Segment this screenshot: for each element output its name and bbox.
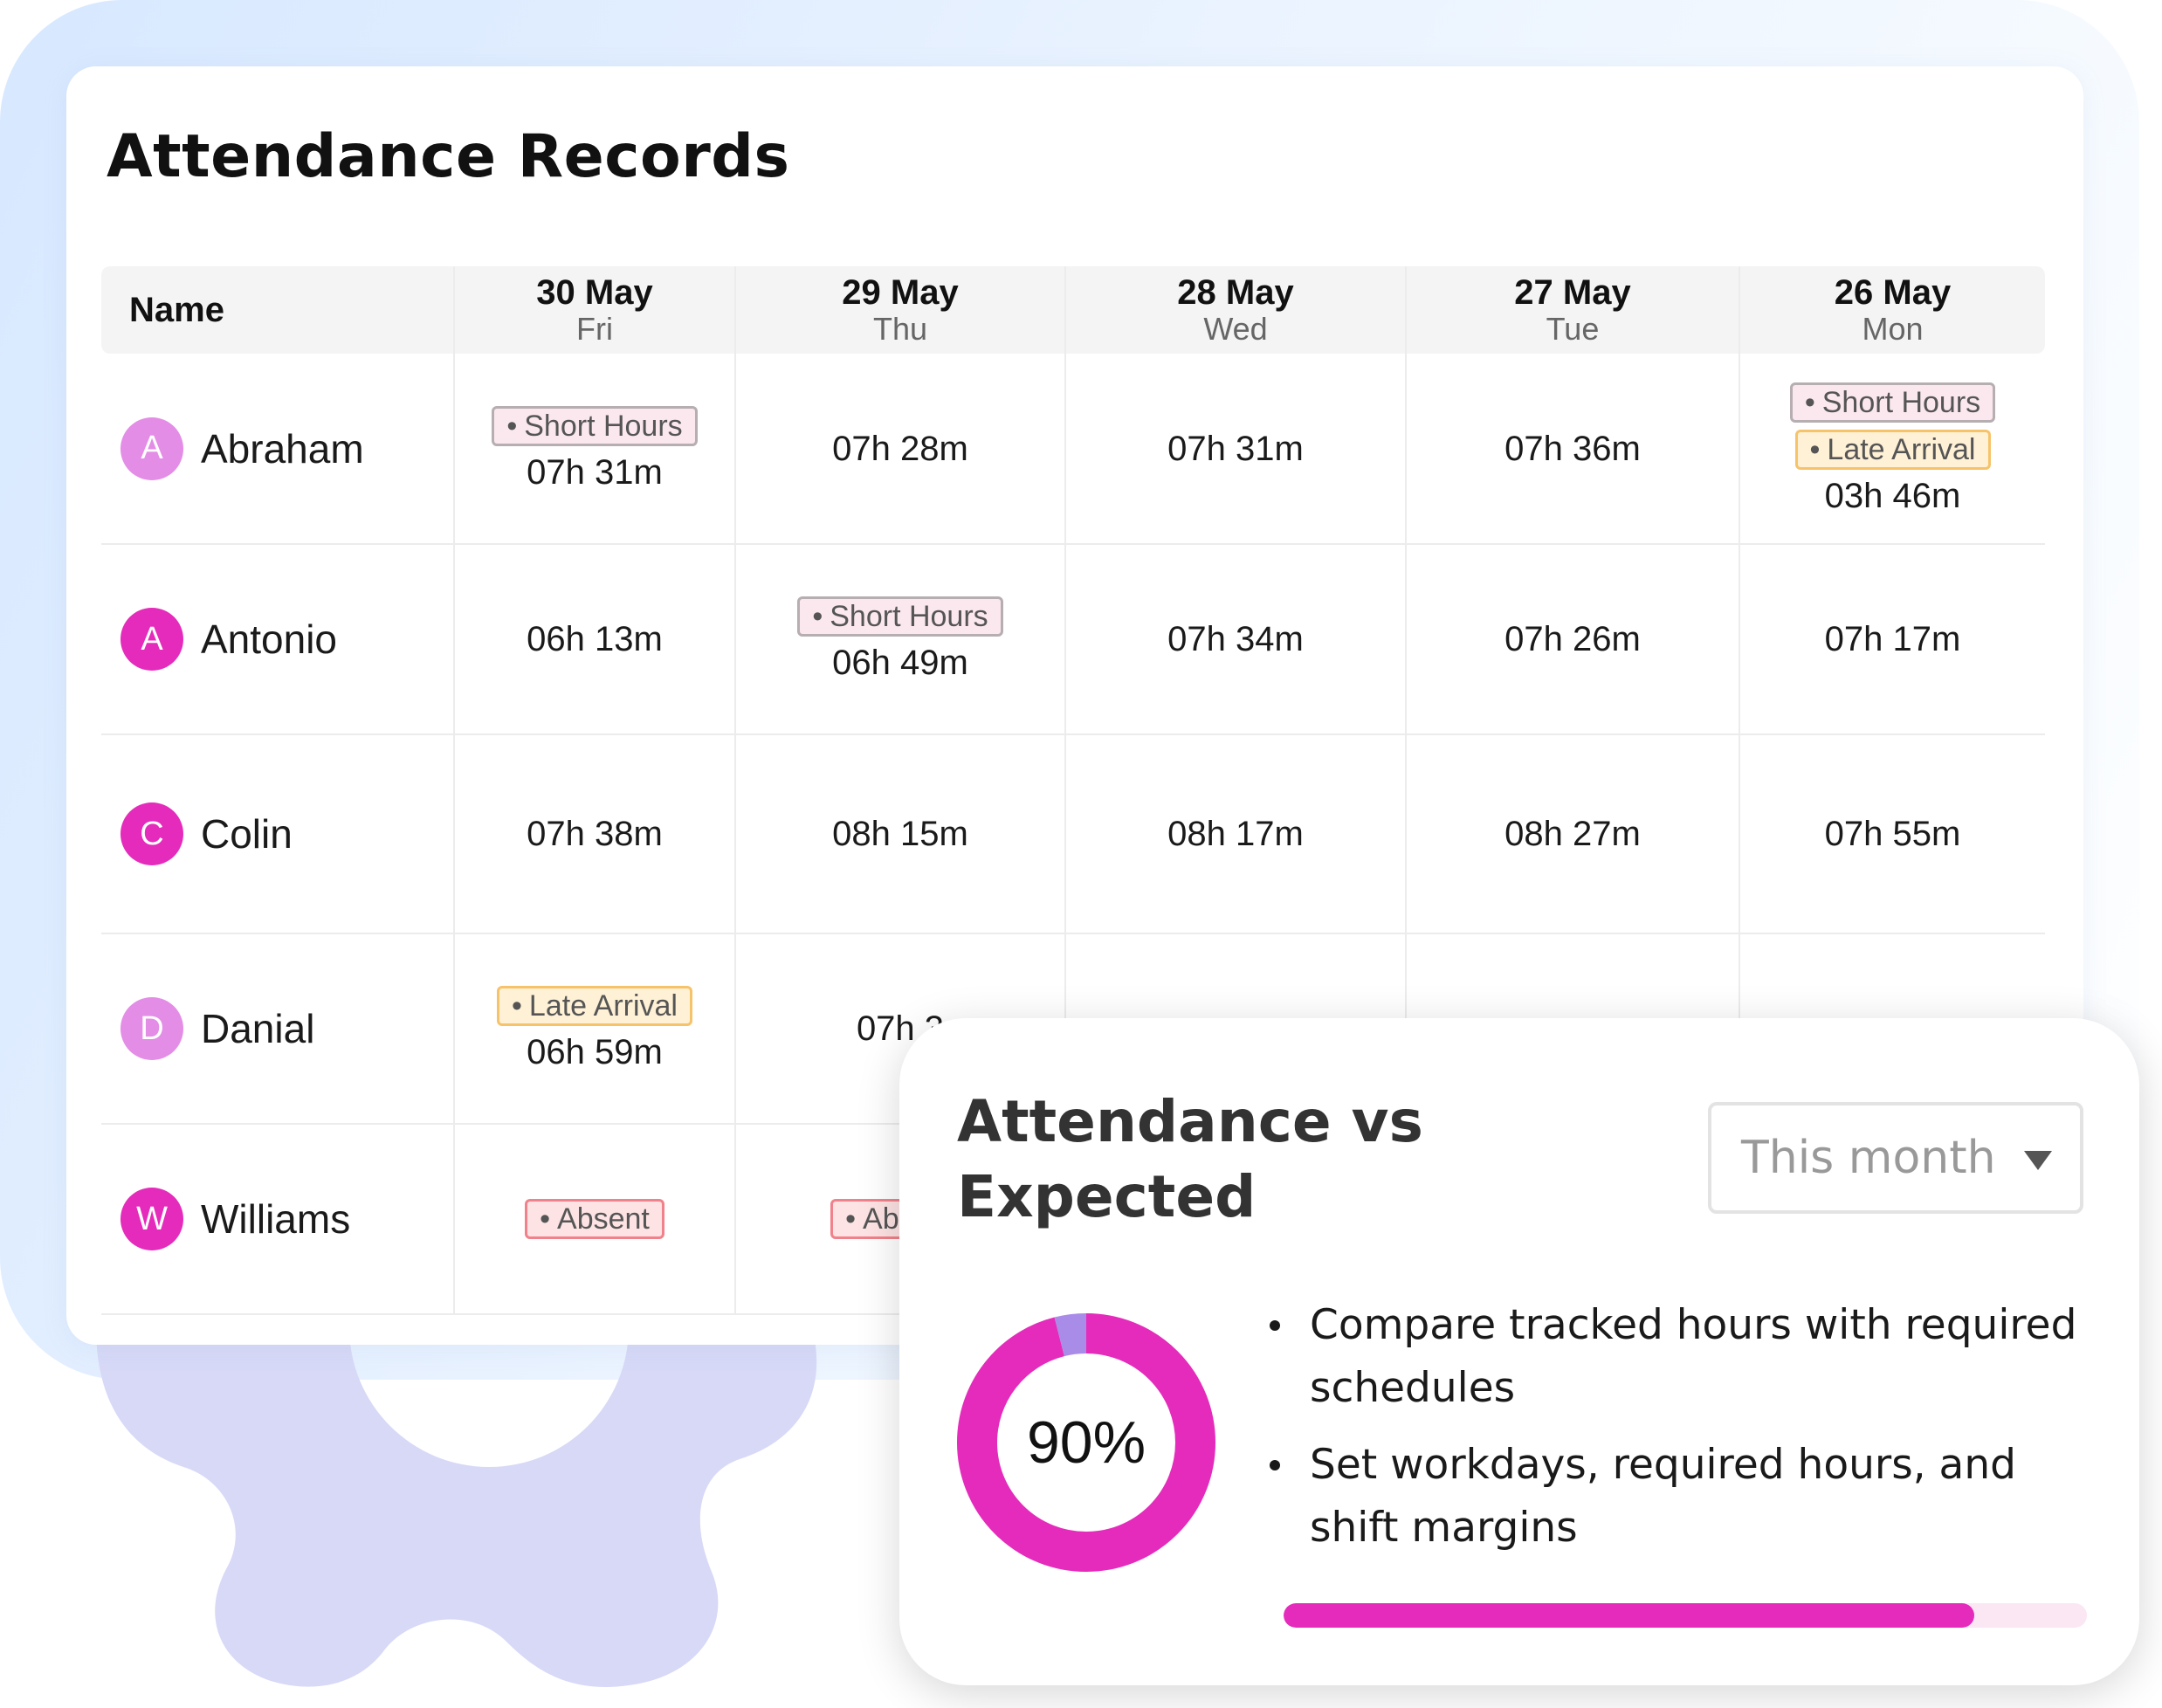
avatar: D bbox=[120, 997, 183, 1060]
late-status-badge: Late Arrival bbox=[1794, 429, 1991, 470]
column-weekday: Mon bbox=[1862, 311, 1924, 347]
employee-name-group: W Williams bbox=[120, 1188, 453, 1250]
avatar: A bbox=[120, 608, 183, 671]
column-header-day: 28 May Wed bbox=[1064, 266, 1406, 354]
column-date: 28 May bbox=[1177, 273, 1294, 312]
table-row[interactable]: A Abraham Short Hours 07h 31m 07h 28m 07h 31m… bbox=[101, 354, 2045, 545]
column-header-day: 26 May Mon bbox=[1739, 266, 2045, 354]
attendance-cell[interactable]: Short Hours Late Arrival 03h 46m bbox=[1739, 354, 2045, 545]
table-row[interactable]: A Antonio 06h 13m Short Hours 06h 49m 07h 34m… bbox=[101, 544, 2045, 735]
attendance-cell[interactable]: Short Hours 07h 31m bbox=[453, 354, 735, 545]
employee-name-group: A Antonio bbox=[120, 608, 453, 671]
hours-worked: 07h 36m bbox=[1504, 429, 1641, 468]
column-header-day: 27 May Tue bbox=[1405, 266, 1739, 354]
employee-cell: D Danial bbox=[101, 933, 454, 1125]
hours-worked: 08h 17m bbox=[1167, 815, 1304, 853]
avatar: A bbox=[120, 417, 183, 480]
period-dropdown[interactable]: This month bbox=[1708, 1102, 2083, 1214]
gear-decoration bbox=[96, 1327, 817, 1687]
hours-worked: 07h 38m bbox=[527, 815, 663, 853]
hours-worked: 06h 49m bbox=[832, 644, 968, 682]
employee-cell: W Williams bbox=[101, 1124, 454, 1315]
summary-title: Attendance vs Expected bbox=[957, 1088, 1423, 1230]
attendance-cell[interactable]: 07h 17m bbox=[1739, 544, 2045, 735]
column-weekday: Fri bbox=[576, 311, 613, 347]
attendance-cell[interactable]: 07h 38m bbox=[453, 734, 735, 934]
attendance-cell[interactable]: 07h 31m bbox=[1064, 354, 1406, 545]
employee-name: Antonio bbox=[201, 616, 338, 662]
hours-worked: 06h 59m bbox=[527, 1033, 663, 1071]
hours-worked: 06h 13m bbox=[527, 620, 663, 658]
avatar: W bbox=[120, 1188, 183, 1250]
avatar: C bbox=[120, 802, 183, 865]
column-date: 27 May bbox=[1514, 273, 1631, 312]
hours-worked: 07h 28m bbox=[832, 429, 968, 468]
column-header-name: Name bbox=[101, 266, 454, 354]
feature-item: Compare tracked hours with required sche… bbox=[1266, 1294, 2104, 1420]
hours-worked: 07h 55m bbox=[1824, 815, 1961, 853]
feature-list: Compare tracked hours with required sche… bbox=[1266, 1294, 2104, 1574]
attendance-cell[interactable]: 08h 27m bbox=[1405, 734, 1739, 934]
hours-worked: 08h 15m bbox=[832, 815, 968, 853]
employee-name: Colin bbox=[201, 811, 293, 857]
progress-bar bbox=[1284, 1603, 2087, 1628]
column-date: 30 May bbox=[536, 273, 653, 312]
table-row[interactable]: C Colin 07h 38m 08h 15m 08h 17m 08h 27m 07h 55… bbox=[101, 734, 2045, 934]
late-status-badge: Late Arrival bbox=[497, 986, 692, 1026]
table-header-row: Name 30 May Fri 29 May Thu 28 May Wed 27 May Tu… bbox=[101, 266, 2045, 354]
employee-cell: A Antonio bbox=[101, 544, 454, 735]
column-weekday: Thu bbox=[872, 311, 928, 347]
attendance-cell[interactable]: 07h 28m bbox=[734, 354, 1065, 545]
feature-item: Set workdays, required hours, and shift … bbox=[1266, 1434, 2104, 1560]
short-status-badge: Short Hours bbox=[797, 596, 1003, 637]
employee-cell: C Colin bbox=[101, 734, 454, 934]
hours-worked: 08h 27m bbox=[1504, 815, 1641, 853]
attendance-vs-expected-card: Attendance vs Expected This month 90% Co… bbox=[899, 1018, 2139, 1685]
caret-down-icon bbox=[2024, 1151, 2052, 1170]
attendance-cell[interactable]: Short Hours 06h 49m bbox=[734, 544, 1065, 735]
hours-worked: 07h 31m bbox=[527, 452, 663, 492]
employee-cell: A Abraham bbox=[101, 354, 454, 545]
attendance-cell[interactable]: 07h 36m bbox=[1405, 354, 1739, 545]
column-weekday: Tue bbox=[1546, 311, 1600, 347]
attendance-cell[interactable]: Late Arrival 06h 59m bbox=[453, 933, 735, 1125]
column-date: 26 May bbox=[1834, 273, 1952, 312]
attendance-cell[interactable]: Absent bbox=[453, 1124, 735, 1315]
employee-name-group: C Colin bbox=[120, 802, 453, 865]
hours-worked: 07h 17m bbox=[1824, 620, 1961, 658]
absent-status-badge: Absent bbox=[525, 1199, 664, 1239]
hours-worked: 07h 34m bbox=[1167, 620, 1304, 658]
column-date: 29 May bbox=[842, 273, 959, 312]
employee-name-group: A Abraham bbox=[120, 417, 453, 480]
hours-worked: 03h 46m bbox=[1824, 476, 1961, 515]
page-title: Attendance Records bbox=[107, 122, 790, 191]
short-status-badge: Short Hours bbox=[492, 405, 698, 446]
column-header-day: 30 May Fri bbox=[453, 266, 735, 354]
donut-secondary-segment bbox=[957, 1313, 1215, 1572]
attendance-cell[interactable]: 07h 34m bbox=[1064, 544, 1406, 735]
hours-worked: 07h 26m bbox=[1504, 620, 1641, 658]
attendance-cell[interactable]: 08h 15m bbox=[734, 734, 1065, 934]
short-status-badge: Short Hours bbox=[1789, 382, 1996, 423]
employee-name: Abraham bbox=[201, 425, 364, 472]
column-header-day: 29 May Thu bbox=[734, 266, 1065, 354]
attendance-donut-chart bbox=[957, 1313, 1215, 1572]
attendance-cell[interactable]: 08h 17m bbox=[1064, 734, 1406, 934]
attendance-cell[interactable]: 07h 26m bbox=[1405, 544, 1739, 735]
donut-percent-label: 90% bbox=[1026, 1409, 1146, 1476]
employee-name: Williams bbox=[201, 1196, 351, 1242]
hours-worked: 07h 31m bbox=[1167, 429, 1304, 468]
employee-name: Danial bbox=[201, 1006, 315, 1051]
attendance-cell[interactable]: 07h 55m bbox=[1739, 734, 2045, 934]
progress-bar-fill bbox=[1284, 1603, 1975, 1628]
period-dropdown-value: This month bbox=[1741, 1132, 1996, 1184]
attendance-cell[interactable]: 06h 13m bbox=[453, 544, 735, 735]
employee-name-group: D Danial bbox=[120, 997, 453, 1060]
column-weekday: Wed bbox=[1203, 311, 1268, 347]
